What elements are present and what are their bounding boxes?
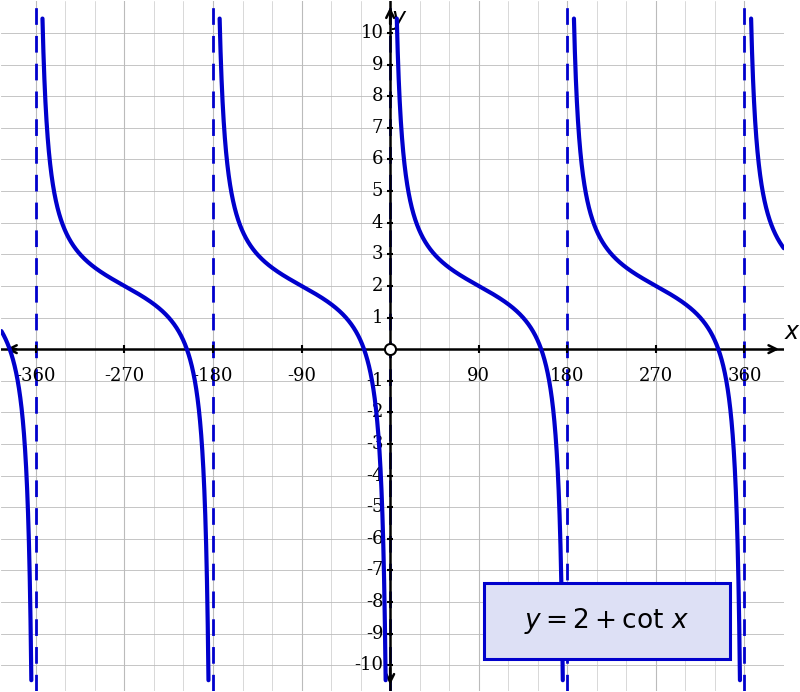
Text: 10: 10 (360, 24, 383, 42)
Text: 90: 90 (467, 367, 490, 385)
Text: 2: 2 (372, 277, 383, 295)
Text: -2: -2 (366, 403, 383, 421)
Text: 1: 1 (372, 309, 383, 327)
Text: -180: -180 (193, 367, 234, 385)
Text: 5: 5 (372, 182, 383, 200)
Text: x: x (785, 320, 799, 345)
Text: -6: -6 (366, 530, 383, 548)
Text: 360: 360 (727, 367, 762, 385)
Text: -4: -4 (366, 466, 383, 484)
FancyBboxPatch shape (484, 583, 730, 659)
Text: 180: 180 (550, 367, 585, 385)
Text: 270: 270 (638, 367, 673, 385)
Text: -7: -7 (366, 561, 383, 579)
Text: -5: -5 (366, 498, 383, 516)
Text: 3: 3 (372, 246, 383, 264)
Text: -8: -8 (366, 593, 383, 611)
Text: -9: -9 (366, 625, 383, 643)
Text: -1: -1 (366, 372, 383, 390)
Text: 7: 7 (372, 119, 383, 137)
Text: 8: 8 (372, 87, 383, 105)
Text: 9: 9 (372, 55, 383, 73)
Text: 4: 4 (372, 214, 383, 232)
Text: -360: -360 (15, 367, 56, 385)
Text: -3: -3 (366, 435, 383, 453)
Text: -90: -90 (287, 367, 316, 385)
Text: y: y (392, 6, 406, 30)
Text: -270: -270 (104, 367, 145, 385)
Text: $y = 2 + \cot\, x$: $y = 2 + \cot\, x$ (524, 606, 690, 636)
Text: 6: 6 (372, 150, 383, 168)
Text: -10: -10 (354, 656, 383, 674)
